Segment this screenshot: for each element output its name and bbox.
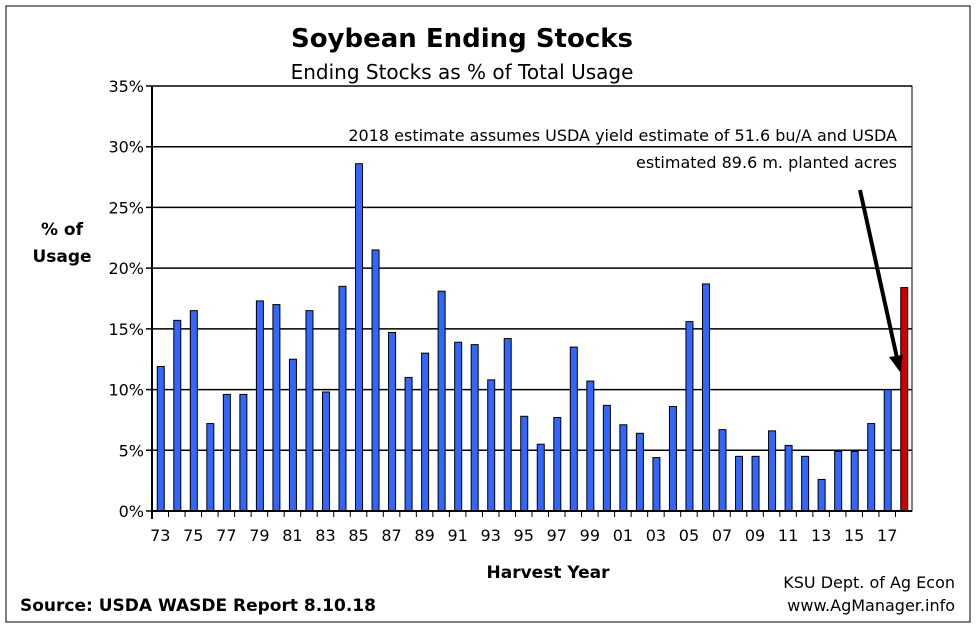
chart-subtitle: Ending Stocks as % of Total Usage: [291, 60, 634, 84]
bar-2017: [883, 389, 892, 512]
bar-2007: [718, 429, 727, 512]
x-tick-label: 91: [447, 526, 467, 545]
x-tick-label: 89: [414, 526, 434, 545]
credit-line2: www.AgManager.info: [787, 596, 955, 615]
bar-1990: [437, 290, 446, 512]
bar-2009: [751, 455, 760, 512]
y-tick-label: 15%: [108, 320, 144, 339]
x-tick-label: 15: [844, 526, 864, 545]
x-tick-label: 97: [547, 526, 567, 545]
y-axis-ticks: 0% 5% 10% 15% 20% 25% 30% 35%: [108, 77, 144, 521]
bar-1995: [520, 415, 529, 512]
bar-1984: [338, 285, 347, 512]
bar-1978: [239, 393, 248, 512]
bar-2010: [768, 430, 777, 512]
bar-2016: [867, 423, 876, 512]
x-tick-label: 07: [712, 526, 732, 545]
bars: [156, 163, 909, 512]
bar-1980: [272, 304, 281, 512]
x-tick-label: 75: [183, 526, 203, 545]
bar-2015: [850, 451, 859, 512]
x-tick-label: 03: [646, 526, 666, 545]
bar-2003: [652, 457, 661, 512]
bar-1999: [586, 380, 595, 512]
bar-1987: [388, 332, 397, 512]
arrow-icon: [858, 189, 903, 372]
bar-1975: [189, 310, 198, 512]
x-tick-label: 73: [150, 526, 170, 545]
bar-1985: [355, 163, 364, 512]
bar-2005: [685, 321, 694, 512]
bar-2013: [817, 478, 826, 512]
annotation-line1: 2018 estimate assumes USDA yield estimat…: [348, 126, 897, 145]
y-axis-label-line2: Usage: [32, 247, 91, 267]
bar-1996: [536, 443, 545, 512]
x-tick-label: 13: [811, 526, 831, 545]
bar-2004: [668, 406, 677, 512]
bar-1992: [470, 344, 479, 512]
x-tick-label: 99: [580, 526, 600, 545]
bar-1976: [206, 423, 215, 512]
x-axis-label: Harvest Year: [487, 563, 611, 583]
x-tick-label: 93: [481, 526, 501, 545]
bar-1974: [173, 319, 182, 512]
bar-1973: [156, 366, 165, 512]
bar-1989: [421, 352, 430, 512]
bar-1979: [255, 300, 264, 512]
bar-1977: [222, 393, 231, 512]
chart-border: [5, 5, 971, 623]
y-tick-label: 0%: [119, 502, 144, 521]
x-tick-label: 17: [877, 526, 897, 545]
bar-1997: [553, 417, 562, 512]
bar-2018: [900, 287, 909, 512]
bar-1981: [288, 358, 297, 512]
x-tick-label: 09: [745, 526, 765, 545]
bar-1983: [321, 391, 330, 512]
y-tick-label: 35%: [108, 77, 144, 96]
x-tick-label: 83: [315, 526, 335, 545]
y-tick-label: 5%: [119, 441, 144, 460]
bar-2008: [735, 455, 744, 512]
y-tick-label: 20%: [108, 259, 144, 278]
y-axis-label-line1: % of: [41, 220, 84, 240]
x-axis-ticks: 73 75 77 79 81 83 85 87 89 91 93 95 97 99 01 03 05 07 09 11…: [150, 510, 912, 545]
bar-2001: [619, 424, 628, 512]
y-tick-label: 25%: [108, 198, 144, 217]
bar-2006: [701, 283, 710, 512]
bar-1982: [305, 310, 314, 512]
bar-2011: [784, 444, 793, 512]
bar-2002: [635, 432, 644, 512]
y-tick-label: 10%: [108, 381, 144, 400]
chart-title: Soybean Ending Stocks: [291, 24, 633, 54]
source-note: Source: USDA WASDE Report 8.10.18: [20, 596, 376, 616]
bar-1993: [487, 379, 496, 512]
x-tick-label: 01: [613, 526, 633, 545]
bar-1986: [371, 249, 380, 512]
bar-2012: [801, 455, 810, 512]
bar-2014: [834, 451, 843, 512]
x-tick-label: 81: [282, 526, 302, 545]
x-tick-label: 77: [216, 526, 236, 545]
bar-1994: [503, 338, 512, 512]
bar-1988: [404, 376, 413, 512]
annotation-line2: estimated 89.6 m. planted acres: [636, 153, 897, 172]
x-tick-label: 87: [381, 526, 401, 545]
x-tick-label: 79: [249, 526, 269, 545]
bar-2000: [602, 404, 611, 512]
credit-line1: KSU Dept. of Ag Econ: [783, 573, 955, 592]
x-tick-label: 05: [679, 526, 699, 545]
bar-1998: [569, 346, 578, 512]
x-tick-label: 11: [778, 526, 798, 545]
bar-1991: [454, 341, 463, 512]
x-tick-label: 95: [514, 526, 534, 545]
y-tick-label: 30%: [108, 138, 144, 157]
x-tick-label: 85: [348, 526, 368, 545]
